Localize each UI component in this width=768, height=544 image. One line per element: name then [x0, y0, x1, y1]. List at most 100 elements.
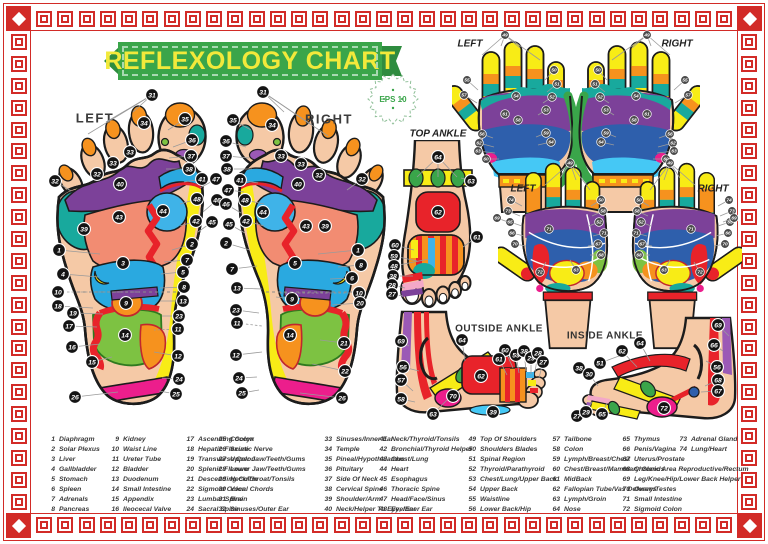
frame-cell — [99, 517, 116, 533]
legend-item: 36 Pituitary — [323, 464, 432, 474]
legend-item-label: Sinuses/Outer Ear — [230, 505, 289, 513]
frame-cell — [741, 362, 757, 379]
frame-cell — [741, 34, 757, 50]
legend-item: 29 Neck/Throat/Tonsils — [217, 474, 306, 484]
frame-cell — [11, 428, 27, 445]
frame-cell — [11, 406, 27, 423]
legend-item-number: 71 — [622, 495, 630, 503]
frame-cell — [11, 449, 27, 466]
frame-cell — [418, 11, 435, 27]
legend-item: 69 Leg/Knee/Hip/Lower Back Helper — [621, 474, 749, 484]
frame-cell — [11, 362, 27, 379]
legend-item-label: Kidney — [123, 435, 146, 443]
legend-item-label: Head/Face/Sinus — [391, 495, 446, 503]
frame-cell — [503, 11, 520, 27]
legend-item-number: 30 — [218, 485, 226, 493]
legend-item-number: 19 — [186, 455, 194, 463]
frame-cell — [524, 517, 541, 533]
legend-item: 2 Solar Plexus — [46, 444, 100, 454]
frame-corner-br — [737, 513, 762, 538]
frame-cell — [184, 517, 201, 533]
legend-item-label: Top Of Shoulders — [480, 435, 537, 443]
frame-cell — [163, 11, 180, 27]
legend-item-label: Waistline — [480, 495, 510, 503]
frame-cell — [354, 517, 371, 533]
frame-cell — [78, 11, 95, 27]
legend-column: 41 Neck/Thyroid/Tonsils 42 Bronchial/Thyroi… — [378, 434, 472, 514]
legend-item: 6 Spleen — [46, 484, 100, 494]
legend-item-number: 9 — [115, 435, 119, 443]
frame-corner-tr — [737, 6, 762, 31]
legend-column: 25 Coccyx 26 Sciatic Nerve 27 Upper Jaw/Teeth… — [217, 434, 306, 514]
legend-item-number: 56 — [468, 505, 476, 513]
legend-item: 11 Ureter Tube — [110, 454, 171, 464]
legend-item-label: Pancreas — [59, 505, 90, 513]
legend-item: 60 Chest/Breast/Mammary Glands — [551, 464, 664, 474]
frame-cell — [652, 517, 669, 533]
frame-cell — [741, 143, 757, 160]
legend-item-label: Thoracic Spine — [391, 485, 440, 493]
zone-uterus-prostate — [688, 386, 700, 398]
legend-item: 19 Transverse Colon — [185, 454, 258, 464]
legend-item-label: Ureter Tube — [123, 455, 162, 463]
legend-item-number: 65 — [622, 435, 630, 443]
legend-item-number: 52 — [468, 465, 476, 473]
legend-item-number: 18 — [186, 445, 194, 453]
title-banner: REFLEXOLOGY CHART — [104, 42, 395, 80]
legend-item-number: 47 — [379, 495, 387, 503]
frame-cell — [631, 517, 647, 533]
frame-cell — [741, 231, 757, 248]
legend-item-label: Hepatic Flexure — [198, 445, 249, 453]
frame-cell — [121, 11, 137, 27]
legend-item-label: Adrenals — [59, 495, 89, 503]
legend-item: 42 Bronchial/Thyroid Helper — [378, 444, 472, 454]
legend-item-number: 10 — [111, 445, 119, 453]
legend-item: 16 Ileocecal Valve — [110, 504, 171, 514]
legend-item: 72 Sigmoid Colon — [621, 504, 749, 514]
legend-item-number: 58 — [552, 445, 560, 453]
frame-cell — [354, 11, 371, 27]
frame-cell — [11, 274, 27, 291]
frame-cell — [99, 11, 116, 27]
frame-cell — [291, 517, 307, 533]
frame-cell — [397, 517, 414, 533]
legend-item-label: Sigmoid Colon — [634, 505, 682, 513]
legend-item: 50 Shoulders Blades — [467, 444, 557, 454]
legend-item: 58 Colon — [551, 444, 664, 454]
frame-cell — [36, 11, 52, 27]
frame-band-right — [738, 34, 760, 510]
frame-cell — [418, 517, 435, 533]
legend-item-label: Splenic Flexure — [198, 465, 249, 473]
legend-item-label: Spinal Region — [480, 455, 526, 463]
legend-item-number: 68 — [622, 465, 630, 473]
frame-cell — [567, 11, 584, 27]
frame-cell — [741, 165, 757, 182]
legend-item-label: Spleen — [59, 485, 82, 493]
legend-item: 9 Kidney — [110, 434, 171, 444]
frame-cell — [461, 11, 477, 27]
legend-item-label: Neck/Thyroid/Tonsils — [391, 435, 460, 443]
legend-item-label: Penis/Vagina — [634, 445, 677, 453]
frame-cell — [588, 517, 605, 533]
legend-item-number: 66 — [622, 445, 630, 453]
legend-item: 53 Chest/Lung/Upper Back — [467, 474, 557, 484]
legend-item-label: Upper Back — [480, 485, 518, 493]
legend-item-number: 33 — [324, 435, 332, 443]
legend-item-number: 26 — [218, 445, 226, 453]
frame-cell — [312, 11, 329, 27]
inside-ankle-diagram — [582, 316, 737, 420]
zone-shoulder — [469, 404, 511, 416]
legend-item: 20 Splenic Flexure — [185, 464, 258, 474]
legend-item: 34 Temple — [323, 444, 432, 454]
legend-item-number: 39 — [324, 495, 332, 503]
legend-item-number: 48 — [379, 505, 387, 513]
frame-cell — [524, 11, 541, 27]
legend-item-number: 20 — [186, 465, 194, 473]
legend-item-label: Neck/Helper To Eye, Inner Ear — [336, 505, 433, 513]
frame-cell — [741, 340, 757, 357]
legend-item: 8 Pancreas — [46, 504, 100, 514]
legend-item-label: Duodenum — [123, 475, 159, 483]
frame-cell — [11, 121, 27, 138]
frame-cell — [333, 11, 350, 27]
legend-item: 74 Lung/Heart — [678, 444, 737, 454]
